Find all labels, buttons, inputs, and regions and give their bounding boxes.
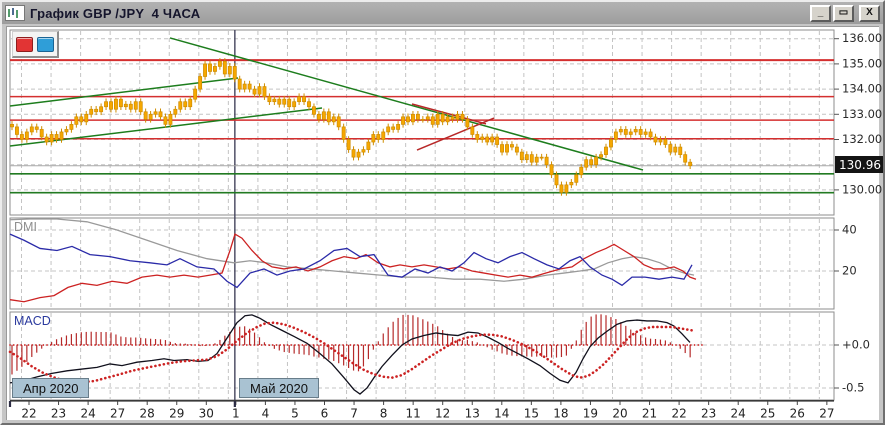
dmi-panel-label: DMI <box>14 220 37 234</box>
panel-frames <box>9 29 835 401</box>
month-label-april: Апр 2020 <box>12 378 90 398</box>
quick-trade-toolbar <box>12 31 59 58</box>
svg-text:24: 24 <box>80 407 95 421</box>
month-label-may: Май 2020 <box>239 378 319 398</box>
svg-text:20: 20 <box>612 407 627 421</box>
macd-histogram <box>11 314 691 375</box>
svg-text:12: 12 <box>435 407 450 421</box>
window-title: График GBP /JPY 4 ЧАСА <box>30 5 201 21</box>
svg-text:133.00: 133.00 <box>842 107 882 121</box>
current-price-badge: 130.96 <box>835 156 883 173</box>
macd-signal-line <box>8 321 694 384</box>
svg-text:13: 13 <box>465 407 480 421</box>
svg-text:25: 25 <box>760 407 775 421</box>
minimize-button[interactable]: _ <box>810 4 831 22</box>
svg-text:21: 21 <box>642 407 657 421</box>
svg-text:40: 40 <box>842 223 857 237</box>
svg-text:29: 29 <box>169 407 184 421</box>
svg-text:-0.5: -0.5 <box>842 381 864 395</box>
svg-text:23: 23 <box>51 407 66 421</box>
date-axis-labels <box>8 401 828 407</box>
svg-text:130.00: 130.00 <box>842 182 882 196</box>
svg-text:132.00: 132.00 <box>842 132 882 146</box>
svg-text:4: 4 <box>262 407 270 421</box>
svg-text:27: 27 <box>110 407 125 421</box>
svg-text:14: 14 <box>494 407 509 421</box>
svg-text:1: 1 <box>232 407 240 421</box>
svg-text:20: 20 <box>842 264 857 278</box>
svg-text:28: 28 <box>140 407 155 421</box>
dmi-indicator <box>9 218 697 303</box>
svg-text:8: 8 <box>380 407 388 421</box>
trendline-green[interactable] <box>169 37 644 171</box>
close-button[interactable]: X <box>859 4 880 22</box>
svg-text:11: 11 <box>406 407 421 421</box>
svg-text:+0.0: +0.0 <box>842 338 870 352</box>
svg-text:15: 15 <box>524 407 539 421</box>
svg-text:24: 24 <box>731 407 746 421</box>
svg-text:136.00: 136.00 <box>842 31 882 45</box>
svg-text:23: 23 <box>701 407 716 421</box>
sell-button[interactable] <box>16 36 33 52</box>
candlestick-chart-icon <box>5 5 25 21</box>
buy-button[interactable] <box>37 36 54 52</box>
title-bar: График GBP /JPY 4 ЧАСА _ ▭ X <box>2 2 883 24</box>
svg-text:6: 6 <box>321 407 329 421</box>
svg-text:5: 5 <box>291 407 299 421</box>
svg-text:30: 30 <box>199 407 214 421</box>
svg-text:22: 22 <box>21 407 36 421</box>
macd-line <box>9 314 691 395</box>
dmi-plus-di-line <box>9 233 693 289</box>
svg-text:135.00: 135.00 <box>842 56 882 70</box>
macd-panel-label: MACD <box>14 314 51 328</box>
macd-indicator <box>8 314 703 395</box>
svg-text:18: 18 <box>553 407 568 421</box>
svg-text:22: 22 <box>671 407 686 421</box>
svg-text:7: 7 <box>350 407 358 421</box>
gridlines <box>10 31 834 399</box>
trendline-red[interactable] <box>411 103 487 125</box>
svg-text:27: 27 <box>819 407 834 421</box>
svg-text:19: 19 <box>583 407 598 421</box>
svg-text:134.00: 134.00 <box>842 82 882 96</box>
dmi-adx-line <box>9 218 695 282</box>
candlestick-series <box>10 58 693 196</box>
axis-labels: 136.00 135.00 134.00 133.00 132.00 130.00 40 20… <box>21 31 882 420</box>
trendline-red[interactable] <box>416 117 495 151</box>
maximize-button[interactable]: ▭ <box>833 4 854 22</box>
dmi-minus-di-line <box>9 233 697 303</box>
svg-text:26: 26 <box>790 407 805 421</box>
